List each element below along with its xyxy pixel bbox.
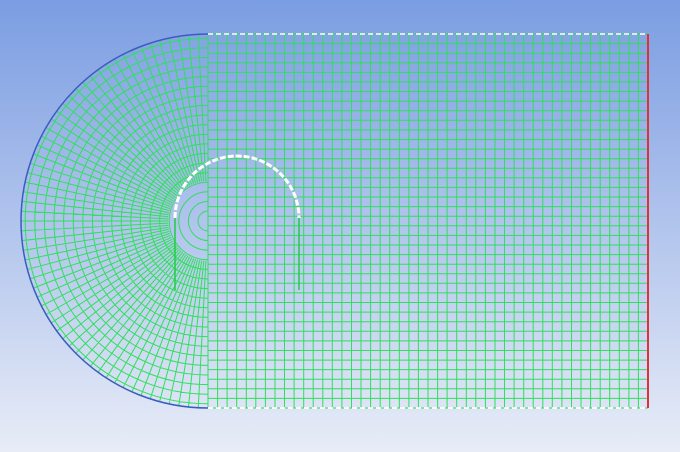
mesh-lines [207,33,649,409]
mesh [21,33,649,409]
mesh-lines [21,34,208,408]
obstacle-arc [173,154,301,219]
inlet-arc [20,33,209,409]
